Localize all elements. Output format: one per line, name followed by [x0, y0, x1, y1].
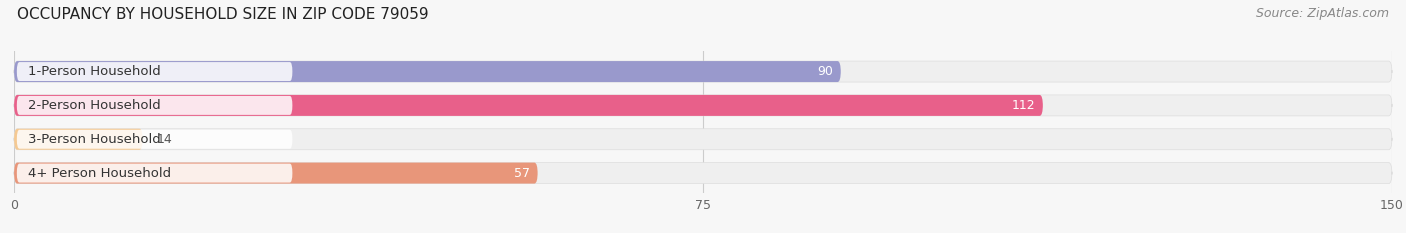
Text: 112: 112 [1012, 99, 1036, 112]
Text: 1-Person Household: 1-Person Household [28, 65, 160, 78]
FancyBboxPatch shape [14, 95, 1043, 116]
Text: 2-Person Household: 2-Person Household [28, 99, 160, 112]
Text: 90: 90 [817, 65, 834, 78]
FancyBboxPatch shape [14, 61, 841, 82]
Text: 14: 14 [156, 133, 172, 146]
FancyBboxPatch shape [17, 130, 292, 149]
FancyBboxPatch shape [17, 62, 292, 81]
Text: 3-Person Household: 3-Person Household [28, 133, 160, 146]
FancyBboxPatch shape [17, 164, 292, 183]
Text: Source: ZipAtlas.com: Source: ZipAtlas.com [1256, 7, 1389, 20]
FancyBboxPatch shape [14, 129, 142, 150]
Text: 57: 57 [515, 167, 530, 180]
FancyBboxPatch shape [17, 96, 292, 115]
FancyBboxPatch shape [14, 129, 1392, 150]
FancyBboxPatch shape [14, 61, 1392, 82]
FancyBboxPatch shape [14, 163, 537, 184]
Text: OCCUPANCY BY HOUSEHOLD SIZE IN ZIP CODE 79059: OCCUPANCY BY HOUSEHOLD SIZE IN ZIP CODE … [17, 7, 429, 22]
Text: 4+ Person Household: 4+ Person Household [28, 167, 172, 180]
FancyBboxPatch shape [14, 95, 1392, 116]
FancyBboxPatch shape [14, 163, 1392, 184]
